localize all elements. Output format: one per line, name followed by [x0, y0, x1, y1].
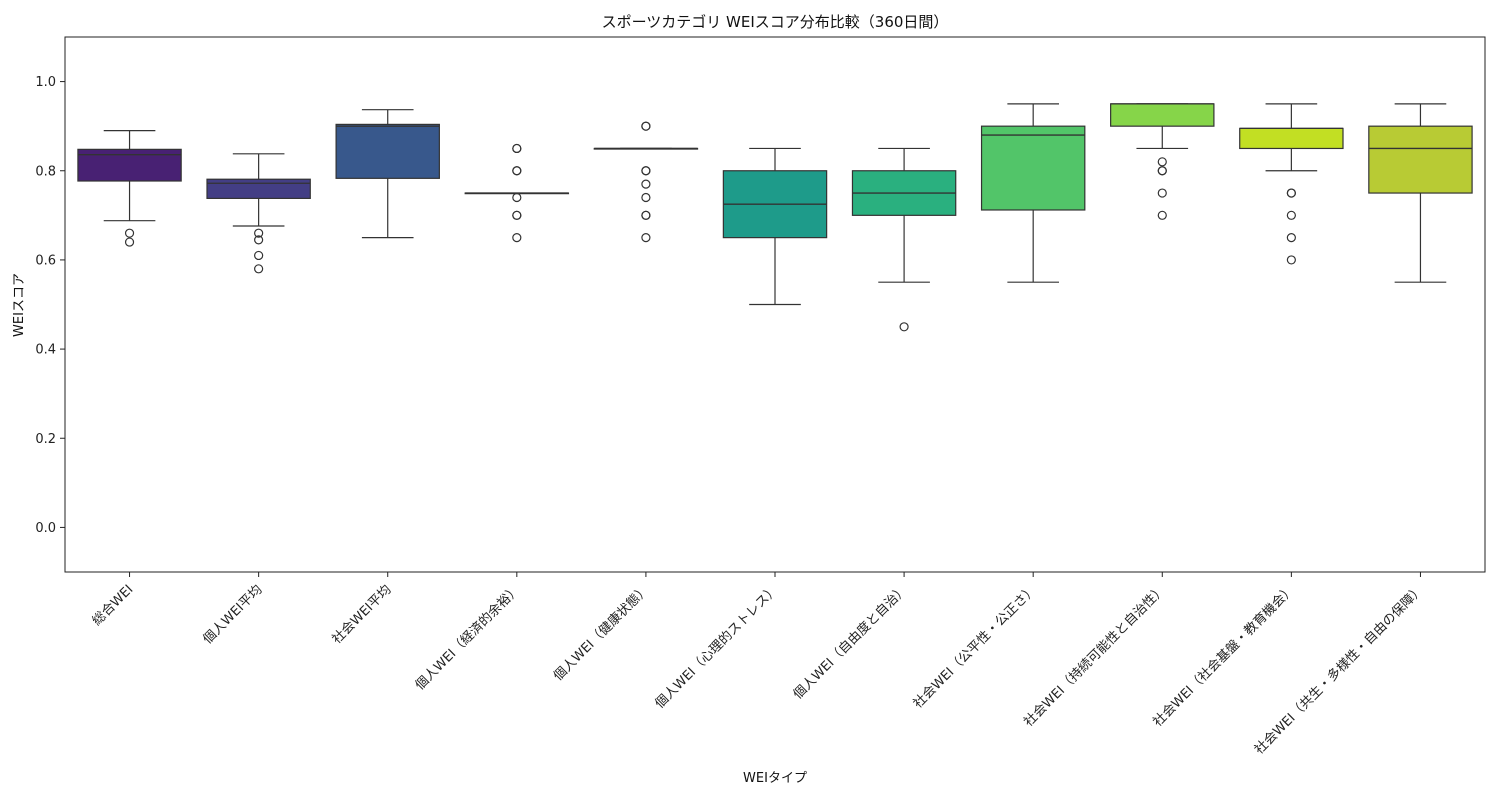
box-group — [722, 147, 828, 306]
x-tick-label: 個人WEI（心理的ストレス） — [652, 582, 782, 712]
x-tick-label: 社会WEI（社会基盤・教育機会） — [1150, 582, 1298, 730]
x-axis-label: WEIタイプ — [743, 771, 807, 786]
outlier-point — [641, 179, 651, 189]
box-iqr — [1239, 127, 1344, 150]
outlier-point — [1157, 210, 1167, 220]
box-iqr — [335, 123, 440, 179]
x-axis: 総合WEI 個人WEI平均 社会WEI平均 個人WEI（経済的余裕） 個人WEI（健康状… — [90, 572, 1427, 758]
box-iqr — [206, 178, 311, 199]
x-tick-label: 社会WEI平均 — [329, 582, 395, 648]
box-group — [1239, 103, 1344, 265]
box-group — [77, 130, 182, 247]
outlier-point — [254, 228, 264, 238]
outlier-point — [1157, 188, 1167, 198]
x-tick-label: 個人WEI（経済的余裕） — [412, 582, 524, 694]
box-group — [593, 121, 699, 243]
outlier-point — [254, 264, 264, 274]
x-tick-label: 社会WEI（持続可能性と自治性） — [1021, 582, 1169, 730]
x-tick-label: 個人WEI平均 — [200, 582, 265, 647]
outlier-point — [1157, 166, 1167, 176]
box-iqr — [1368, 125, 1473, 194]
outlier-point — [512, 166, 522, 176]
outlier-point — [641, 233, 651, 243]
outlier-point — [512, 192, 522, 203]
y-tick-label: 1.0 — [35, 75, 56, 90]
outlier-point — [1286, 255, 1296, 265]
y-tick-label: 0.6 — [35, 253, 56, 268]
outlier-point — [1157, 157, 1167, 167]
y-tick-label: 0.4 — [35, 343, 56, 358]
outlier-point — [254, 250, 264, 261]
box-group — [464, 143, 570, 243]
x-tick-label: 個人WEI（健康状態） — [550, 582, 652, 684]
outlier-point — [124, 237, 135, 247]
outlier-point — [641, 210, 651, 220]
box-group — [1368, 103, 1473, 283]
y-tick-label: 0.0 — [35, 521, 56, 536]
outlier-point — [124, 228, 135, 238]
y-axis: 0.0 0.2 0.4 0.6 0.8 1.0 — [35, 75, 65, 536]
outlier-point — [1286, 233, 1296, 243]
box-group — [1110, 103, 1215, 220]
outlier-point — [512, 233, 522, 243]
box-group — [335, 109, 440, 239]
y-tick-label: 0.2 — [35, 432, 56, 447]
box-group — [851, 147, 957, 332]
outlier-point — [1286, 188, 1296, 198]
chart-title: スポーツカテゴリ WEIスコア分布比較（360日間） — [602, 13, 949, 31]
x-tick-label: 総合WEI — [90, 582, 137, 629]
outlier-point — [512, 210, 522, 220]
outlier-point — [512, 143, 522, 154]
x-tick-label: 社会WEI（公平性・公正さ） — [910, 582, 1040, 712]
outlier-point — [641, 121, 651, 131]
plot-area — [77, 103, 1473, 332]
box-iqr — [1110, 103, 1215, 127]
outlier-point — [899, 322, 909, 332]
outlier-point — [1286, 210, 1296, 220]
outlier-point — [254, 235, 264, 245]
outlier-point — [641, 166, 651, 176]
outlier-point — [641, 192, 651, 203]
box-group — [980, 103, 1086, 283]
y-axis-label: WEIスコア — [12, 273, 27, 337]
x-tick-label: 個人WEI（自由度と自治） — [790, 582, 911, 703]
y-tick-label: 0.8 — [35, 164, 56, 179]
box-iqr — [980, 125, 1086, 211]
box-group — [206, 153, 311, 274]
